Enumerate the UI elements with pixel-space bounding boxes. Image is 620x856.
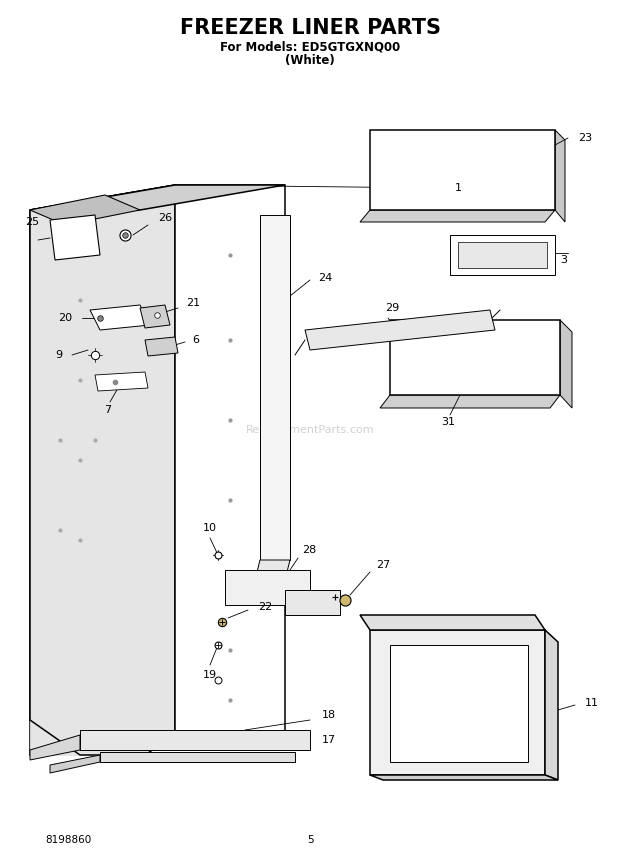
Polygon shape [370, 775, 558, 780]
Polygon shape [250, 560, 290, 600]
Polygon shape [560, 320, 572, 408]
Polygon shape [450, 235, 555, 275]
Polygon shape [225, 570, 310, 605]
Text: 17: 17 [322, 735, 336, 745]
Polygon shape [140, 305, 170, 328]
Text: 8198860: 8198860 [45, 835, 91, 845]
Text: 9: 9 [55, 350, 62, 360]
Polygon shape [360, 210, 555, 222]
Text: 28: 28 [302, 545, 316, 555]
Text: 21: 21 [186, 298, 200, 308]
Polygon shape [30, 735, 80, 760]
Text: 22: 22 [258, 602, 272, 612]
Polygon shape [260, 215, 290, 560]
Polygon shape [95, 372, 148, 391]
Polygon shape [30, 195, 140, 225]
Polygon shape [390, 320, 560, 395]
Polygon shape [100, 752, 295, 762]
Polygon shape [50, 215, 100, 260]
Text: 3: 3 [560, 255, 567, 265]
Polygon shape [458, 242, 547, 268]
Text: 31: 31 [441, 417, 455, 427]
Polygon shape [370, 630, 545, 775]
Text: 7: 7 [104, 405, 112, 415]
Polygon shape [360, 615, 545, 630]
Polygon shape [380, 395, 560, 408]
Text: FREEZER LINER PARTS: FREEZER LINER PARTS [180, 18, 440, 38]
Polygon shape [175, 185, 285, 735]
Text: 25: 25 [25, 217, 39, 227]
Polygon shape [545, 630, 558, 780]
Text: 11: 11 [585, 698, 599, 708]
Text: 26: 26 [158, 213, 172, 223]
Text: 1: 1 [455, 183, 462, 193]
Text: 27: 27 [376, 560, 390, 570]
Text: 18: 18 [322, 710, 336, 720]
Polygon shape [30, 185, 285, 210]
Text: For Models: ED5GTGXNQ00: For Models: ED5GTGXNQ00 [220, 40, 400, 54]
Polygon shape [50, 755, 100, 773]
Text: 19: 19 [203, 670, 217, 680]
Text: 6: 6 [192, 335, 199, 345]
Text: 29: 29 [385, 303, 399, 313]
Text: (White): (White) [285, 54, 335, 67]
Polygon shape [145, 337, 178, 356]
Polygon shape [390, 645, 528, 762]
Text: 23: 23 [578, 133, 592, 143]
Polygon shape [285, 590, 340, 615]
Text: 20: 20 [58, 313, 72, 323]
Polygon shape [370, 130, 555, 210]
Polygon shape [80, 730, 310, 750]
Polygon shape [90, 305, 150, 330]
Polygon shape [555, 130, 565, 222]
Text: ReplacementParts.com: ReplacementParts.com [246, 425, 374, 435]
Polygon shape [30, 185, 175, 755]
Text: 5: 5 [307, 835, 313, 845]
Polygon shape [30, 185, 175, 755]
Polygon shape [305, 310, 495, 350]
Text: 10: 10 [203, 523, 217, 533]
Text: 24: 24 [318, 273, 332, 283]
Polygon shape [30, 620, 90, 755]
